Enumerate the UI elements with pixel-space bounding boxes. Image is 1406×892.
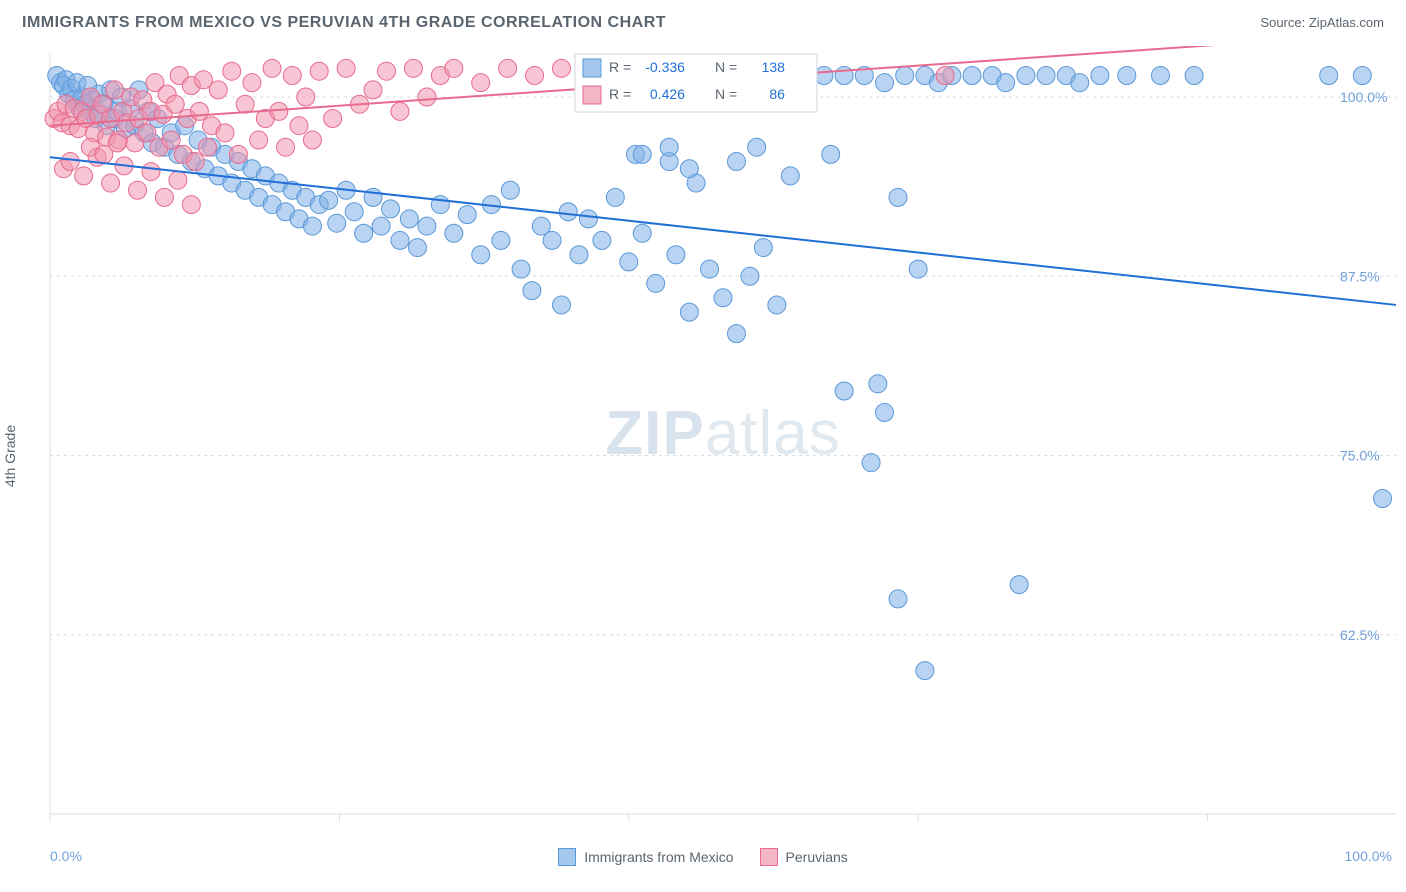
svg-text:ZIPatlas: ZIPatlas: [605, 399, 840, 468]
svg-text:75.0%: 75.0%: [1340, 448, 1380, 464]
legend-label-mexico: Immigrants from Mexico: [584, 849, 733, 865]
y-axis-label: 4th Grade: [2, 425, 18, 487]
legend-swatch-peruvian: [760, 848, 778, 866]
svg-text:62.5%: 62.5%: [1340, 627, 1380, 643]
source-label: Source:: [1260, 15, 1305, 30]
chart-container: 4th Grade 100.0% 87.5% 75.0% 62.5% ZIPatlas R…: [0, 46, 1406, 866]
source-link[interactable]: ZipAtlas.com: [1309, 15, 1384, 30]
legend-item-peruvian: Peruvians: [760, 848, 848, 866]
chart-header: IMMIGRANTS FROM MEXICO VS PERUVIAN 4TH G…: [0, 0, 1406, 46]
source-attribution: Source: ZipAtlas.com: [1260, 15, 1384, 30]
svg-text:N =: N =: [715, 86, 737, 102]
svg-text:-0.336: -0.336: [645, 59, 685, 75]
svg-text:138: 138: [762, 59, 786, 75]
chart-title: IMMIGRANTS FROM MEXICO VS PERUVIAN 4TH G…: [22, 14, 666, 32]
svg-text:R =: R =: [609, 86, 631, 102]
scatter-chart: 100.0% 87.5% 75.0% 62.5% ZIPatlas R = -0.336 N …: [0, 46, 1406, 866]
legend-swatch-mexico: [558, 848, 576, 866]
svg-text:0.426: 0.426: [650, 86, 685, 102]
chart-legend: Immigrants from Mexico Peruvians: [0, 848, 1406, 866]
svg-text:86: 86: [769, 86, 785, 102]
legend-item-mexico: Immigrants from Mexico: [558, 848, 733, 866]
svg-text:100.0%: 100.0%: [1340, 89, 1387, 105]
legend-label-peruvian: Peruvians: [786, 849, 848, 865]
svg-text:R =: R =: [609, 59, 631, 75]
svg-text:87.5%: 87.5%: [1340, 268, 1380, 284]
svg-text:N =: N =: [715, 59, 737, 75]
